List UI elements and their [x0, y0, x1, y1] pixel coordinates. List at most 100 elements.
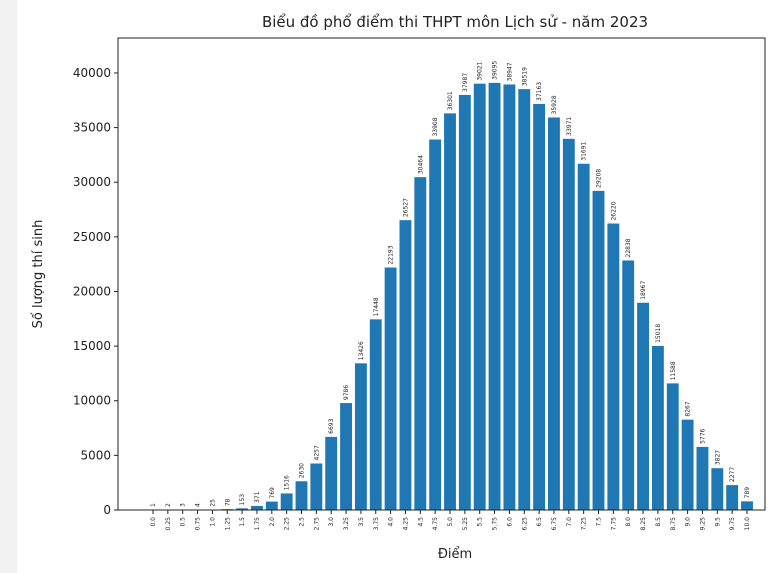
data-label: 1: [150, 503, 157, 507]
x-tick-label: 1.0: [209, 517, 216, 527]
y-tick-label: 0: [103, 503, 111, 517]
data-label: 3827: [714, 450, 721, 465]
data-label: 22193: [388, 245, 395, 264]
bar: [265, 501, 278, 510]
bar: [429, 139, 442, 511]
data-label: 39095: [492, 61, 499, 80]
data-label: 37987: [462, 73, 469, 92]
x-tick-label: 1.5: [239, 517, 246, 527]
data-label: 78: [224, 498, 231, 506]
data-label: 38947: [506, 62, 513, 81]
y-tick-label: 30000: [73, 175, 111, 189]
x-tick-label: 2.25: [284, 517, 291, 531]
x-tick-label: 4.0: [388, 517, 395, 527]
bar: [280, 493, 293, 510]
bar: [681, 419, 694, 510]
data-label: 31691: [581, 141, 588, 160]
data-label: 37163: [536, 82, 543, 101]
x-tick-label: 1.75: [254, 517, 261, 531]
bar: [369, 319, 382, 510]
data-label: 6693: [328, 418, 335, 433]
data-label: 2: [165, 503, 172, 507]
data-label: 38519: [521, 67, 528, 86]
y-tick-label: 25000: [73, 230, 111, 244]
data-label: 18967: [640, 280, 647, 299]
data-label: 25: [209, 499, 216, 507]
y-tick-label: 5000: [80, 448, 111, 462]
bar: [340, 403, 352, 510]
y-tick-label: 40000: [73, 66, 111, 80]
data-label: 29208: [596, 169, 603, 188]
bar: [310, 463, 323, 510]
x-tick-label: 8.25: [640, 517, 647, 531]
data-label: 17448: [373, 297, 380, 316]
data-label: 769: [269, 487, 276, 499]
bar: [741, 501, 753, 510]
x-tick-label: 7.0: [566, 517, 573, 527]
x-tick-label: 9.5: [714, 517, 721, 527]
bar: [666, 383, 679, 510]
bar: [325, 436, 338, 510]
x-tick-label: 5.5: [477, 517, 484, 527]
x-tick-label: 8.75: [670, 517, 677, 531]
bar: [562, 138, 575, 510]
data-label: 4257: [313, 445, 320, 460]
x-tick-label: 1.25: [224, 517, 231, 531]
y-tick-label: 35000: [73, 121, 111, 135]
data-label: 3: [180, 503, 187, 507]
data-label: 371: [254, 491, 261, 503]
bar: [622, 260, 635, 510]
data-label: 2630: [299, 463, 306, 478]
data-label: 5776: [699, 428, 706, 443]
bar: [651, 345, 664, 510]
bar: [548, 117, 560, 510]
bar: [458, 94, 471, 510]
x-tick-label: 5.75: [492, 517, 499, 531]
x-tick-label: 9.0: [685, 517, 692, 527]
x-tick-label: 0.5: [180, 517, 187, 527]
data-label: 2277: [729, 467, 736, 482]
bar: [295, 481, 308, 510]
data-label: 33971: [566, 117, 573, 136]
bar: [399, 220, 412, 510]
x-tick-label: 0.25: [165, 517, 172, 531]
x-tick-label: 5.0: [447, 517, 454, 527]
bar: [637, 302, 649, 510]
x-tick-label: 6.25: [521, 517, 528, 531]
plot-frame: [117, 37, 766, 511]
x-axis-label: Điểm: [438, 547, 472, 562]
data-label: 153: [239, 494, 246, 506]
bar: [354, 363, 367, 510]
x-tick-label: 6.75: [551, 517, 558, 531]
x-tick-label: 6.0: [506, 517, 513, 527]
data-label: 1516: [284, 475, 291, 490]
side-strip: [0, 0, 17, 573]
x-tick-label: 3.25: [343, 517, 350, 531]
bar: [503, 84, 516, 511]
x-tick-label: 3.75: [373, 517, 380, 531]
bar: [488, 82, 501, 511]
x-tick-label: 7.5: [596, 517, 603, 527]
bar: [577, 163, 590, 511]
x-tick-label: 5.25: [462, 517, 469, 531]
x-tick-label: 4.75: [432, 517, 439, 531]
x-tick-label: 2.5: [299, 517, 306, 527]
x-tick-label: 4.25: [402, 517, 409, 531]
data-label: 22838: [625, 238, 632, 257]
x-tick-label: 3.0: [328, 517, 335, 527]
y-tick-label: 20000: [73, 284, 111, 298]
x-tick-label: 4.5: [417, 517, 424, 527]
bar: [696, 446, 709, 510]
y-axis-label: Số lượng thí sinh: [31, 220, 46, 329]
y-tick-label: 10000: [73, 394, 111, 408]
x-tick-label: 10.0: [744, 517, 751, 531]
data-label: 26527: [402, 198, 409, 217]
data-label: 789: [744, 487, 751, 499]
bar: [236, 508, 249, 510]
data-label: 39021: [477, 61, 484, 80]
data-label: 9786: [343, 385, 350, 400]
x-tick-label: 2.75: [313, 517, 320, 531]
data-label: 15018: [655, 324, 662, 343]
data-label: 36301: [447, 91, 454, 110]
